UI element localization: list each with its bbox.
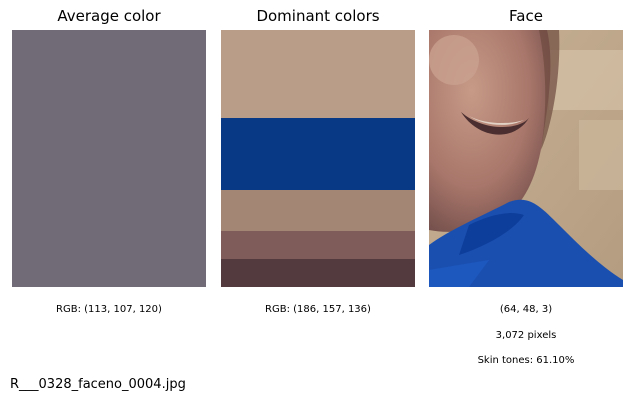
face-image: [429, 30, 623, 287]
dominant-color-band: [221, 259, 415, 287]
dominant-color-band: [221, 118, 415, 190]
dominant-color-band: [221, 30, 415, 118]
average-color-title: Average color: [57, 7, 161, 25]
dominant-color-band: [221, 190, 415, 231]
face-shape-caption: (64, 48, 3): [499, 304, 553, 315]
dominant-colors-swatch: [221, 30, 415, 287]
image-filename: R___0328_faceno_0004.jpg: [10, 377, 186, 392]
dominant-color-band: [221, 231, 415, 259]
dominant-color-rgb-caption: RGB: (186, 157, 136): [265, 304, 371, 315]
face-pixels-caption: 3,072 pixels: [495, 330, 557, 341]
face-skin-tones-caption: Skin tones: 61.10%: [477, 355, 575, 366]
face-image-graphic: [429, 30, 623, 287]
average-color-swatch: [12, 30, 206, 287]
face-title: Face: [509, 7, 543, 25]
dominant-colors-title: Dominant colors: [256, 7, 380, 25]
average-color-rgb-caption: RGB: (113, 107, 120): [56, 304, 162, 315]
